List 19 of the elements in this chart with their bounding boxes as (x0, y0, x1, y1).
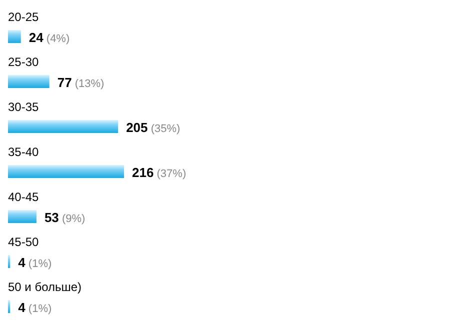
y-tick-label: 45-50 (8, 235, 40, 249)
bar (8, 75, 50, 88)
y-tick-label: 30-35 (8, 100, 40, 114)
bar (8, 120, 118, 133)
data-label: 24 (4%) (28, 30, 70, 45)
data-label: 77 (13%) (57, 75, 104, 90)
bar (8, 165, 124, 178)
y-tick-label: 50 и больше) (8, 280, 82, 294)
y-tick-label: 25-30 (8, 55, 40, 69)
bar (8, 30, 21, 43)
data-label: 4 (1%) (18, 255, 52, 270)
data-label: 205 (35%) (126, 120, 180, 135)
y-tick-label: 35-40 (8, 145, 40, 159)
y-tick-label: 20-25 (8, 10, 40, 24)
bar (8, 210, 36, 223)
y-tick-label: 40-45 (8, 190, 40, 204)
data-label: 53 (9%) (44, 210, 86, 225)
data-label: 216 (37%) (132, 165, 186, 180)
data-label: 4 (1%) (18, 300, 52, 315)
